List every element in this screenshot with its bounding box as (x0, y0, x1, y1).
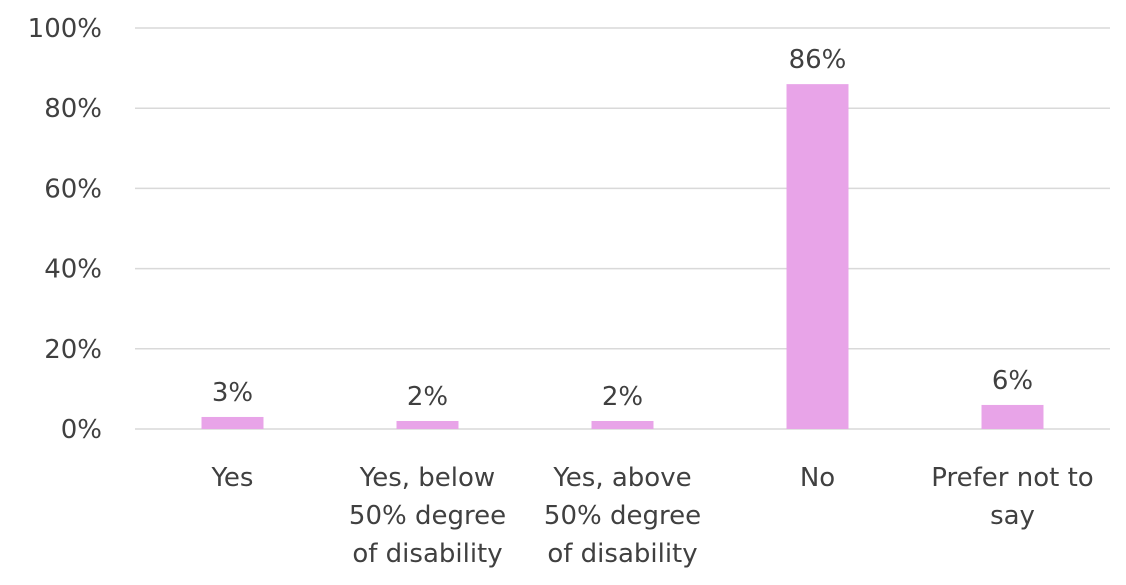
category-label: Prefer not to say (931, 463, 1093, 531)
bar (201, 416, 264, 429)
data-label: 86% (789, 45, 847, 75)
category-label-line: 50% degree (349, 501, 506, 531)
category-label: No (800, 463, 835, 493)
data-label: 6% (992, 366, 1033, 396)
y-tick-label: 0% (61, 415, 102, 445)
bar (786, 84, 849, 429)
y-axis-ticks: 0% 20% 40% 60% 80% 100% (28, 14, 102, 445)
y-tick-label: 80% (44, 94, 102, 124)
category-label-line: 50% degree (544, 501, 701, 531)
bar (591, 420, 654, 429)
y-tick-label: 20% (44, 335, 102, 365)
bar (981, 404, 1044, 429)
data-labels: 3% 2% 2% 86% 6% (212, 45, 1033, 412)
category-label-line: Yes, above (552, 463, 691, 493)
bars (201, 84, 1044, 429)
category-label-line: of disability (547, 539, 697, 569)
y-tick-label: 40% (44, 255, 102, 285)
category-label-line: Yes (211, 463, 254, 493)
data-label: 3% (212, 378, 253, 408)
category-label-line: No (800, 463, 835, 493)
bar (396, 420, 459, 429)
category-label-line: say (990, 501, 1035, 531)
category-label-line: Prefer not to (931, 463, 1093, 493)
y-tick-label: 100% (28, 14, 102, 44)
category-label: Yes (211, 463, 254, 493)
x-axis-categories: Yes Yes, below 50% degree of disabilityYes,… (211, 463, 1094, 569)
data-label: 2% (602, 382, 643, 412)
category-label-line: Yes, below (359, 463, 495, 493)
category-label-line: of disability (352, 539, 502, 569)
data-label: 2% (407, 382, 448, 412)
y-tick-label: 60% (44, 174, 102, 204)
gridlines (135, 27, 1110, 430)
category-label: Yes, below 50% degree of disability (349, 463, 506, 569)
category-label: Yes, above 50% degree of disability (544, 463, 701, 569)
